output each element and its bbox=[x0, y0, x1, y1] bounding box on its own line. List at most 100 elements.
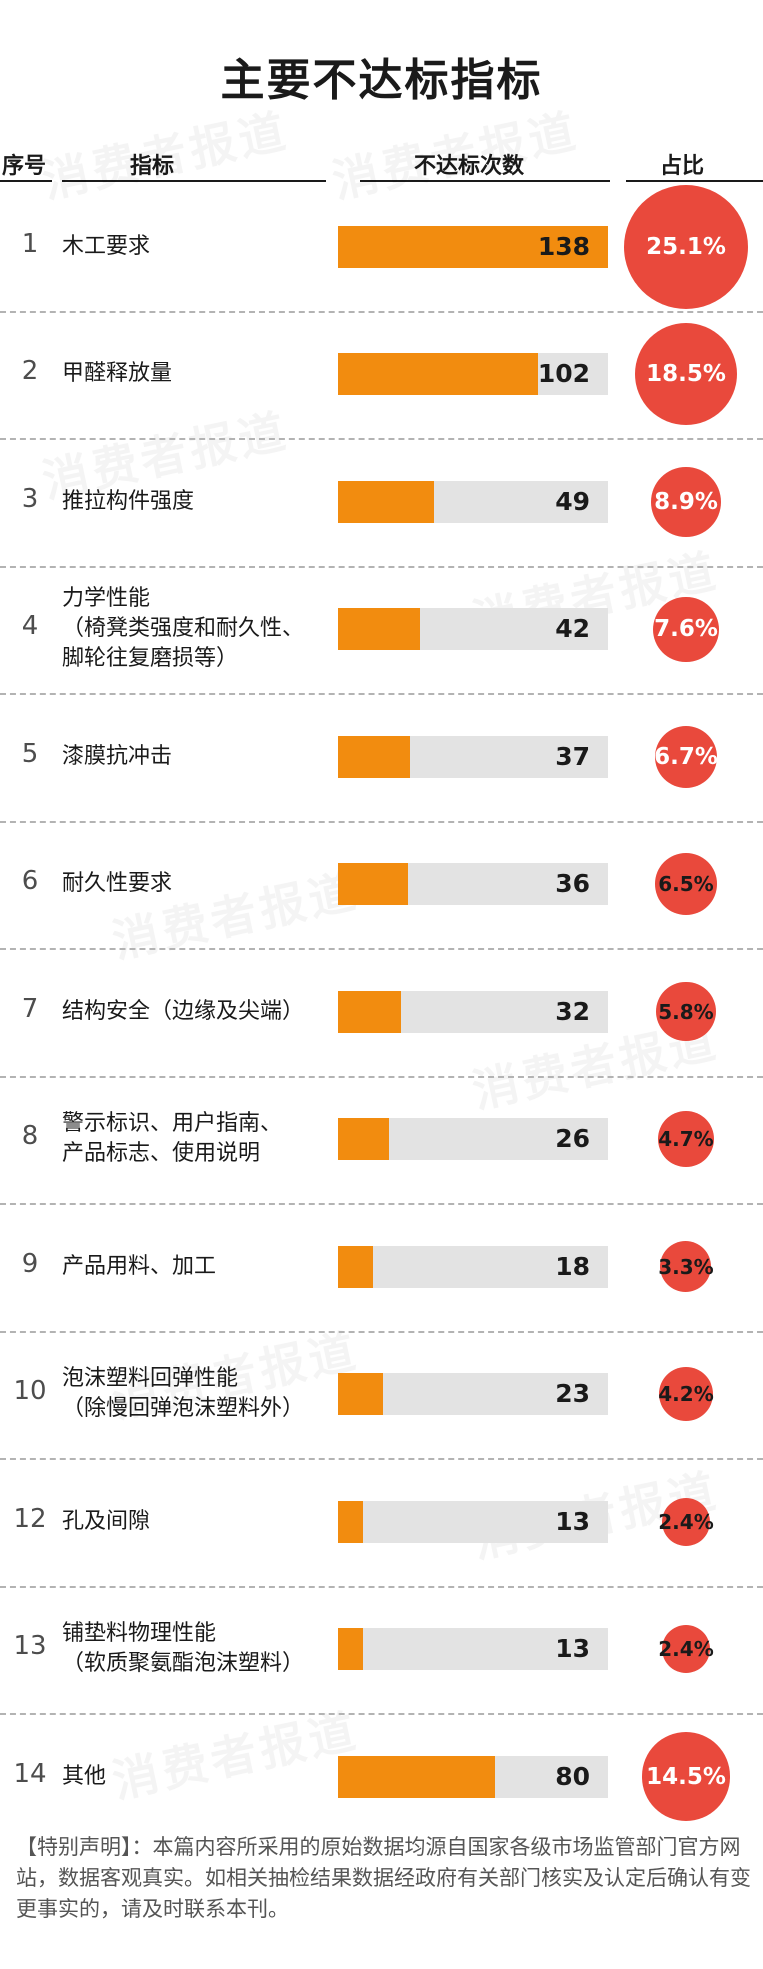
bar-value-label: 13 bbox=[555, 1634, 590, 1664]
bar bbox=[338, 1373, 383, 1416]
header-share: 占比 bbox=[660, 154, 705, 179]
row-separator bbox=[0, 948, 763, 950]
row-separator bbox=[0, 820, 763, 823]
bar bbox=[338, 1500, 364, 1543]
table-row: 7 结构安全（边缘及尖端） 32 5.8% bbox=[0, 948, 763, 1076]
share-circle: 7.6% bbox=[653, 596, 719, 662]
share-label: 6.7% bbox=[654, 743, 718, 770]
bar bbox=[338, 863, 409, 906]
indicator-label: 结构安全（边缘及尖端） bbox=[62, 997, 332, 1027]
indicator-label: 力学性能 （椅凳类强度和耐久性、 脚轮往复磨损等） bbox=[62, 584, 332, 674]
indicator-label-line: 木工要求 bbox=[62, 233, 151, 259]
row-separator bbox=[0, 693, 763, 695]
bar bbox=[338, 608, 421, 651]
table-row: 9 产品用料、加工 18 3.3% bbox=[0, 1203, 763, 1331]
bar bbox=[338, 353, 538, 396]
bar-track: 13 bbox=[338, 1628, 608, 1671]
indicator-label: 漆膜抗冲击 bbox=[62, 742, 332, 772]
row-separator bbox=[0, 310, 763, 313]
share-circle: 5.8% bbox=[656, 982, 716, 1042]
share-label: 2.4% bbox=[658, 1637, 714, 1662]
bar-value-label: 138 bbox=[537, 231, 590, 261]
indicator-label-line: 力学性能 bbox=[62, 586, 151, 612]
table-row: 8 警示标识、用户指南、 产品标志、使用说明 26 4.7% bbox=[0, 1075, 763, 1204]
row-index: 7 bbox=[21, 993, 39, 1024]
bar-track: 36 bbox=[338, 863, 608, 906]
indicator-label-line: 产品用料、加工 bbox=[62, 1253, 217, 1279]
footnote: 【特别声明】：本篇内容所采用的原始数据均源自国家各级市场监管部门官方网站，数据客… bbox=[16, 1835, 751, 1921]
row-separator bbox=[0, 565, 763, 568]
bar-value-label: 13 bbox=[555, 1506, 590, 1536]
indicator-label-line: 推拉构件强度 bbox=[62, 488, 195, 514]
indicator-label-line: 漆膜抗冲击 bbox=[62, 743, 173, 769]
table-row: 3 推拉构件强度 49 8.9% bbox=[0, 438, 763, 566]
table-row: 2 甲醛释放量 102 18.5% bbox=[0, 310, 763, 439]
indicator-label-line: （软质聚氨酯泡沫塑料） bbox=[62, 1651, 305, 1677]
row-index: 9 bbox=[21, 1248, 39, 1279]
share-label: 3.3% bbox=[658, 1254, 714, 1279]
header-rule-count bbox=[360, 180, 610, 182]
bar bbox=[338, 990, 401, 1033]
header-rule-index bbox=[0, 180, 52, 182]
bar-track: 49 bbox=[338, 480, 608, 523]
share-circle: 18.5% bbox=[635, 323, 737, 426]
bar-value-label: 49 bbox=[555, 486, 590, 516]
indicator-label-line: 孔及间隙 bbox=[62, 1508, 151, 1534]
row-index: 13 bbox=[13, 1631, 47, 1662]
indicator-label-line: 铺垫料物理性能 bbox=[62, 1621, 217, 1647]
share-circle: 8.9% bbox=[651, 466, 721, 537]
table-row: 6 耐久性要求 36 6.5% bbox=[0, 820, 763, 949]
indicator-label-line: 甲醛释放量 bbox=[62, 361, 173, 387]
bar bbox=[338, 1245, 374, 1288]
indicator-label: 警示标识、用户指南、 产品标志、使用说明 bbox=[62, 1109, 332, 1169]
indicator-label-line: 耐久性要求 bbox=[62, 871, 173, 897]
share-label: 6.5% bbox=[658, 872, 714, 897]
bar-value-label: 37 bbox=[555, 741, 590, 771]
indicator-label: 铺垫料物理性能 （软质聚氨酯泡沫塑料） bbox=[62, 1619, 332, 1679]
bar bbox=[338, 225, 608, 268]
row-separator bbox=[0, 1203, 763, 1205]
share-label: 4.7% bbox=[658, 1127, 714, 1152]
share-label: 4.2% bbox=[658, 1382, 714, 1407]
bar-track: 26 bbox=[338, 1118, 608, 1161]
row-index: 14 bbox=[13, 1758, 47, 1789]
row-index: 1 bbox=[21, 228, 39, 259]
share-label: 2.4% bbox=[658, 1509, 714, 1534]
header-rule-share bbox=[626, 180, 763, 182]
indicator-label: 甲醛释放量 bbox=[62, 359, 332, 389]
share-circle: 4.2% bbox=[658, 1367, 714, 1422]
indicator-label: 孔及间隙 bbox=[62, 1507, 332, 1537]
bar-value-label: 42 bbox=[555, 614, 590, 644]
row-separator bbox=[0, 1713, 763, 1715]
indicator-label-line: 脚轮往复磨损等） bbox=[62, 646, 239, 672]
row-separator bbox=[0, 438, 763, 440]
indicator-label: 泡沫塑料回弹性能 （除慢回弹泡沫塑料外） bbox=[62, 1364, 332, 1424]
indicator-label-line: 其他 bbox=[62, 1763, 107, 1789]
indicator-label-line: （椅凳类强度和耐久性、 bbox=[62, 616, 305, 642]
table-row: 14 其他 80 14.5% bbox=[0, 1713, 763, 1841]
bar-value-label: 102 bbox=[537, 359, 590, 389]
bar-value-label: 80 bbox=[555, 1761, 590, 1791]
chart-title: 主要不达标指标 bbox=[220, 55, 543, 106]
indicator-label-line: 结构安全（边缘及尖端） bbox=[62, 998, 305, 1024]
bar bbox=[338, 1628, 364, 1671]
share-label: 8.9% bbox=[654, 488, 718, 515]
header-indicator: 指标 bbox=[130, 154, 175, 179]
share-circle: 6.7% bbox=[654, 725, 718, 788]
share-circle: 4.7% bbox=[658, 1111, 714, 1168]
bar-track: 80 bbox=[338, 1755, 608, 1798]
row-separator bbox=[0, 1075, 763, 1078]
table-row: 10 泡沫塑料回弹性能 （除慢回弹泡沫塑料外） 23 4.2% bbox=[0, 1330, 763, 1459]
row-index: 4 bbox=[21, 611, 39, 642]
indicator-label: 其他 bbox=[62, 1762, 332, 1792]
share-circle: 6.5% bbox=[655, 853, 717, 916]
header-index: 序号 bbox=[2, 154, 47, 179]
bar-track: 138 bbox=[338, 225, 608, 268]
table-row: 1 木工要求 138 25.1% bbox=[0, 183, 763, 311]
row-index: 6 bbox=[21, 866, 39, 897]
share-circle: 2.4% bbox=[658, 1497, 714, 1546]
row-separator bbox=[0, 1585, 763, 1588]
indicator-label-line: 泡沫塑料回弹性能 bbox=[62, 1366, 239, 1392]
indicator-label-line: （除慢回弹泡沫塑料外） bbox=[62, 1396, 305, 1422]
table-row: 5 漆膜抗冲击 37 6.7% bbox=[0, 693, 763, 821]
